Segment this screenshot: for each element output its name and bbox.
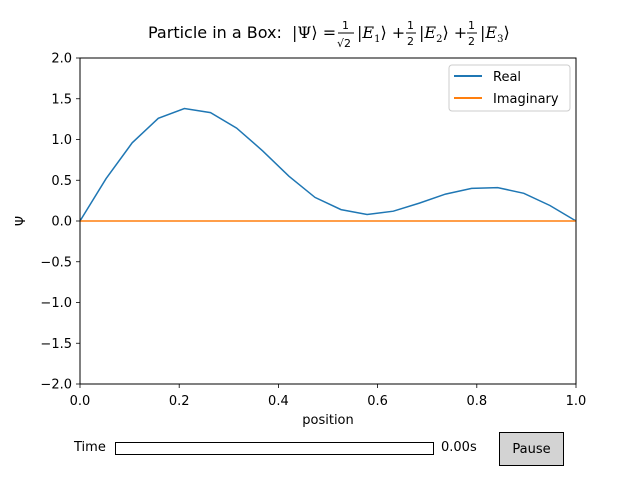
y-tick-label: 0.0 — [51, 215, 72, 230]
svg-text:2: 2 — [468, 35, 475, 48]
svg-text:1: 1 — [407, 19, 414, 32]
x-tick-label: 1.0 — [566, 394, 587, 409]
y-tick-label: −0.5 — [40, 255, 72, 270]
time-slider-label: Time — [74, 440, 106, 455]
legend: Real Imaginary — [448, 64, 571, 112]
svg-text:√2: √2 — [337, 37, 351, 50]
x-tick-label: 0.6 — [367, 394, 388, 409]
x-tick-label: 0.8 — [466, 394, 487, 409]
animation-controls: Time 0.00s Pause — [0, 428, 640, 472]
x-axis-label: position — [302, 413, 354, 428]
pause-button[interactable]: Pause — [499, 432, 564, 466]
y-tick-label: 1.0 — [51, 133, 72, 148]
svg-text:2: 2 — [407, 35, 414, 48]
y-tick-label: −1.0 — [40, 296, 72, 311]
svg-text:|E1⟩ +: |E1⟩ + — [357, 23, 405, 45]
time-slider[interactable] — [115, 442, 434, 455]
svg-text:|Ψ⟩ =: |Ψ⟩ = — [292, 23, 336, 42]
legend-label-real: Real — [493, 70, 521, 85]
y-tick-label: 0.5 — [51, 174, 72, 189]
svg-text:|E3⟩: |E3⟩ — [480, 23, 510, 45]
chart-title: Particle in a Box: |Ψ⟩ = 1 √2 |E1⟩ + 1 2… — [148, 19, 510, 50]
x-tick-label: 0.2 — [169, 394, 190, 409]
y-tick-label: 1.5 — [51, 92, 72, 107]
series-layer — [79, 107, 577, 222]
y-axis-ticks: −2.0 −1.5 −1.0 −0.5 0.0 0.5 1.0 1.5 2.0 — [40, 52, 80, 393]
y-tick-label: −2.0 — [40, 378, 72, 393]
legend-label-imaginary: Imaginary — [493, 92, 559, 107]
svg-text:Particle in a Box:: Particle in a Box: — [148, 23, 282, 42]
y-tick-label: −1.5 — [40, 337, 72, 352]
svg-text:1: 1 — [468, 19, 475, 32]
time-value: 0.00s — [441, 440, 477, 455]
x-tick-label: 0.0 — [70, 394, 91, 409]
y-tick-label: 2.0 — [51, 52, 72, 67]
x-axis-ticks: 0.0 0.2 0.4 0.6 0.8 1.0 — [70, 384, 587, 409]
svg-text:|E2⟩ +: |E2⟩ + — [419, 23, 467, 45]
svg-text:1: 1 — [342, 19, 349, 32]
y-axis-label: Ψ — [14, 216, 29, 226]
x-tick-label: 0.4 — [268, 394, 289, 409]
series-line-real — [79, 107, 577, 222]
